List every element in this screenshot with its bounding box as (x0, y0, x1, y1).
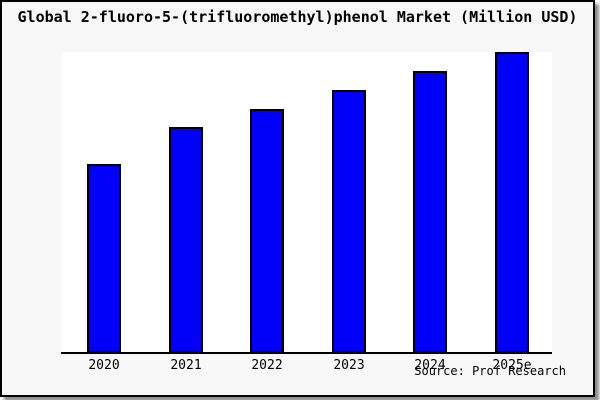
x-axis-line (61, 352, 552, 354)
x-tick-label-2024: 2024 (414, 358, 446, 373)
bar-2021 (169, 127, 203, 353)
chart-title: Global 2-fluoro-5-(trifluoromethyl)pheno… (17, 8, 578, 26)
bar-2022 (250, 109, 284, 353)
bar-2025e (495, 52, 529, 353)
bar-2023 (332, 90, 366, 353)
x-tick-label-2022: 2022 (251, 358, 283, 373)
bar-2024 (413, 71, 447, 353)
source-credit: Source: Prof Research (414, 364, 566, 378)
x-axis-labels: 2020 2021 2022 2023 2024 2025e (2, 358, 593, 374)
x-tick-label-2021: 2021 (170, 358, 202, 373)
plot-area (62, 52, 552, 353)
x-tick-label-2023: 2023 (333, 358, 365, 373)
x-tick-label-2020: 2020 (88, 358, 120, 373)
x-tick-label-2025e: 2025e (492, 358, 532, 373)
bar-2020 (87, 164, 121, 353)
